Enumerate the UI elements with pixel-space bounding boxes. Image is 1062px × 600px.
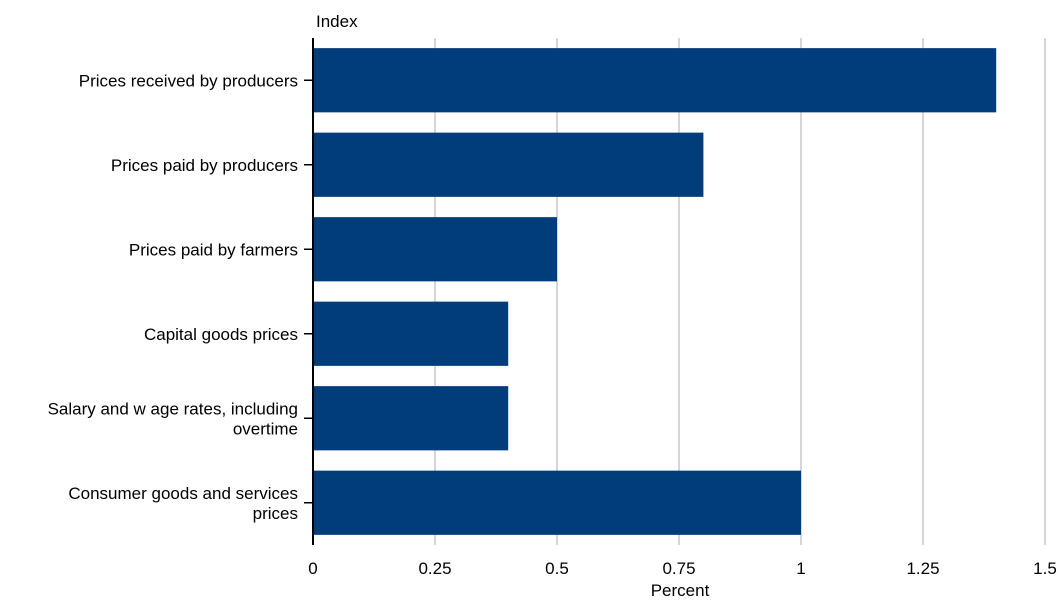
x-tick-label: 0.25 <box>418 559 451 578</box>
grid-lines <box>434 38 1046 545</box>
category-label: Consumer goods and services prices <box>68 484 298 523</box>
bar <box>313 132 704 197</box>
bar <box>313 470 801 535</box>
category-label: Capital goods prices <box>144 325 298 344</box>
bar <box>313 301 509 366</box>
x-tick-label: 1.5 <box>1033 559 1057 578</box>
category-label: Prices received by producers <box>79 71 298 90</box>
x-axis-title: Percent <box>651 581 710 600</box>
category-label: Prices paid by farmers <box>129 240 298 259</box>
bar <box>313 217 557 282</box>
axes: Prices received by producers Prices paid … <box>48 38 1057 578</box>
x-tick-label: 1.25 <box>906 559 939 578</box>
category-label: Salary and w age rates, including overtim… <box>48 399 298 438</box>
bars <box>313 48 997 535</box>
x-tick-label: 0 <box>308 559 317 578</box>
category-label: Prices paid by producers <box>111 156 298 175</box>
x-tick-label: 1 <box>796 559 805 578</box>
x-tick-label: 0.5 <box>545 559 569 578</box>
y-axis-title: Index <box>316 12 358 31</box>
bar <box>313 386 509 451</box>
bar <box>313 48 997 113</box>
x-tick-label: 0.75 <box>662 559 695 578</box>
